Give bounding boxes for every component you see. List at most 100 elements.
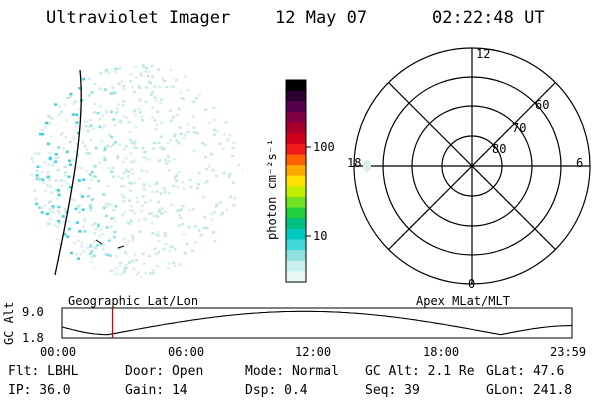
colorbar-segment (286, 175, 306, 187)
disc-pixel (131, 110, 135, 114)
disc-pixel (51, 164, 55, 167)
disc-pixel (225, 139, 229, 142)
disc-pixel (48, 152, 52, 155)
disc-pixel (221, 147, 225, 151)
disc-pixel (98, 235, 102, 238)
disc-pixel (150, 75, 154, 78)
disc-pixel (75, 253, 79, 256)
disc-pixel (122, 196, 126, 199)
disc-pixel (115, 272, 118, 275)
disc-pixel (125, 116, 129, 120)
disc-pixel (131, 234, 134, 237)
disc-pixel (146, 74, 150, 78)
disc-pixel (113, 70, 117, 74)
disc-pixel (232, 181, 236, 184)
disc-pixel (124, 168, 128, 171)
disc-pixel (158, 159, 162, 163)
disc-pixel (117, 175, 121, 178)
disc-pixel (169, 68, 173, 71)
colorbar-segment (286, 90, 306, 102)
disc-pixel (63, 165, 67, 169)
disc-pixel (159, 192, 163, 195)
disc-pixel (175, 139, 179, 142)
disc-pixel (131, 239, 135, 242)
disc-pixel (75, 221, 79, 224)
disc-pixel (117, 143, 121, 147)
disc-pixel (68, 140, 72, 144)
disc-pixel (128, 130, 132, 134)
disc-pixel (65, 210, 69, 214)
disc-pixel (104, 214, 108, 218)
disc-pixel (97, 224, 100, 228)
disc-pixel (133, 114, 137, 117)
disc-pixel (162, 79, 166, 83)
disc-pixel (229, 195, 233, 198)
disc-pixel (103, 158, 107, 161)
disc-pixel (122, 199, 126, 203)
disc-pixel (89, 243, 93, 247)
disc-pixel (204, 108, 208, 111)
disc-pixel (204, 181, 208, 184)
disc-pixel (80, 245, 83, 248)
disc-pixel (160, 98, 164, 101)
disc-pixel (213, 133, 217, 136)
disc-pixel (80, 166, 84, 170)
disc-pixel (187, 209, 191, 212)
disc-pixel (38, 132, 42, 136)
disc-pixel (100, 127, 104, 130)
disc-pixel (218, 142, 222, 146)
disc-pixel (66, 182, 70, 185)
disc-pixel (175, 174, 179, 177)
disc-pixel (151, 231, 155, 235)
disc-pixel (48, 156, 52, 160)
disc-pixel (150, 221, 154, 225)
disc-pixel (211, 218, 214, 221)
disc-pixel (90, 175, 94, 178)
disc-pixel (178, 263, 182, 266)
filter-value: Flt: LBHL (8, 364, 79, 379)
disc-pixel (124, 144, 128, 148)
disc-pixel (231, 146, 235, 150)
disc-pixel (54, 153, 58, 156)
disc-pixel (218, 201, 222, 204)
disc-pixel (110, 170, 114, 173)
disc-pixel (129, 182, 133, 185)
disc-pixel (203, 143, 207, 146)
disc-pixel (151, 91, 155, 94)
disc-pixel (56, 147, 60, 150)
disc-pixel (159, 146, 163, 149)
disc-pixel (133, 253, 137, 256)
disc-pixel (156, 215, 160, 218)
disc-pixel (125, 266, 129, 270)
disc-pixel (43, 204, 47, 207)
disc-pixel (93, 231, 97, 235)
disc-pixel (212, 106, 216, 109)
disc-pixel (124, 157, 128, 160)
disc-pixel (155, 190, 159, 193)
disc-pixel (57, 219, 61, 223)
disc-pixel (133, 109, 137, 112)
disc-pixel (61, 131, 65, 135)
disc-pixel (167, 192, 171, 195)
disc-pixel (31, 160, 35, 163)
disc-pixel (123, 237, 126, 241)
disc-pixel (208, 121, 212, 125)
disc-pixel (171, 116, 175, 119)
disc-pixel (56, 156, 60, 159)
disc-pixel (166, 155, 170, 158)
disc-pixel (192, 131, 196, 134)
disc-pixel (45, 183, 49, 186)
glon-value: GLon: 241.8 (486, 383, 573, 398)
disc-pixel (76, 239, 80, 243)
disc-pixel (127, 240, 131, 244)
disc-pixel (156, 200, 160, 204)
disc-pixel (189, 186, 193, 189)
disc-pixel (121, 161, 125, 164)
disc-pixel (85, 120, 89, 124)
disc-pixel (48, 208, 52, 211)
disc-pixel (106, 144, 110, 147)
disc-pixel (72, 136, 76, 140)
disc-pixel (194, 225, 198, 228)
disc-pixel (99, 88, 103, 91)
disc-pixel (133, 140, 137, 143)
